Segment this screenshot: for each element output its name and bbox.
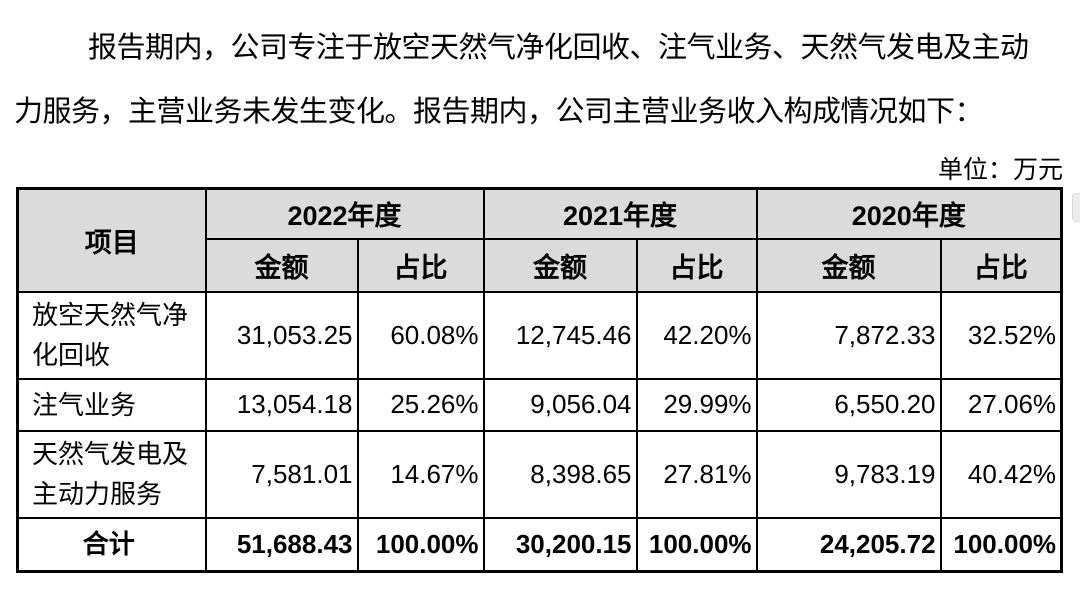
amount-2022: 7,581.01 (204, 429, 359, 519)
total-amount-2021: 30,200.15 (482, 516, 638, 573)
table-row: 注气业务 13,054.18 25.26% 9,056.04 29.99% 6,… (16, 377, 1063, 432)
amount-2021: 9,056.04 (482, 377, 638, 432)
amount-2020: 6,550.20 (755, 377, 942, 432)
amount-2022: 13,054.18 (204, 377, 359, 432)
ratio-2022: 25.26% (356, 377, 485, 432)
col-header-amount-2021: 金额 (482, 237, 638, 293)
col-header-ratio-2021: 占比 (635, 237, 758, 293)
revenue-composition-table: 项目 2022年度 2021年度 2020年度 金额 占比 金额 占比 金额 占… (16, 187, 1064, 573)
col-header-ratio-2022: 占比 (356, 237, 485, 293)
intro-paragraph-line2: 力服务，主营业务未发生变化。报告期内，公司主营业务收入构成情况如下： (14, 96, 984, 128)
ratio-2021: 42.20% (635, 290, 758, 380)
col-header-ratio-2020: 占比 (939, 237, 1063, 293)
amount-2020: 9,783.19 (755, 429, 942, 519)
total-ratio-2020: 100.00% (939, 516, 1063, 573)
amount-2021: 12,745.46 (482, 290, 638, 380)
col-header-item: 项目 (16, 187, 207, 293)
col-header-year-2022: 2022年度 (204, 187, 485, 240)
ratio-2020: 27.06% (939, 377, 1063, 432)
col-header-amount-2020: 金额 (755, 237, 942, 293)
table-row: 天然气发电及主动力服务 7,581.01 14.67% 8,398.65 27.… (16, 429, 1063, 519)
table-row: 放空天然气净化回收 31,053.25 60.08% 12,745.46 42.… (16, 290, 1063, 380)
unit-label: 单位：万元 (937, 157, 1063, 184)
col-header-amount-2022: 金额 (204, 237, 359, 293)
amount-2022: 31,053.25 (204, 290, 359, 380)
ratio-2022: 14.67% (356, 429, 485, 519)
ratio-2020: 32.52% (939, 290, 1063, 380)
table-header-year-row: 项目 2022年度 2021年度 2020年度 (16, 187, 1063, 293)
intro-paragraph-line1: 报告期内，公司专注于放空天然气净化回收、注气业务、天然气发电及主动 (88, 32, 1029, 64)
total-amount-2022: 51,688.43 (204, 516, 359, 573)
amount-2020: 7,872.33 (755, 290, 942, 380)
row-label: 注气业务 (16, 377, 207, 432)
row-label: 放空天然气净化回收 (16, 290, 207, 380)
col-header-year-2021: 2021年度 (482, 187, 758, 240)
total-amount-2020: 24,205.72 (755, 516, 942, 573)
col-header-year-2020: 2020年度 (755, 187, 1063, 240)
total-ratio-2021: 100.00% (635, 516, 758, 573)
total-ratio-2022: 100.00% (356, 516, 485, 573)
edge-artifact (1072, 193, 1080, 222)
ratio-2022: 60.08% (356, 290, 485, 380)
total-label: 合计 (16, 516, 207, 573)
ratio-2020: 40.42% (939, 429, 1063, 519)
ratio-2021: 29.99% (635, 377, 758, 432)
amount-2021: 8,398.65 (482, 429, 638, 519)
table-header-sub-row: 金额 占比 金额 占比 金额 占比 (18, 237, 1063, 293)
table-total-row: 合计 51,688.43 100.00% 30,200.15 100.00% 2… (16, 516, 1063, 573)
row-label: 天然气发电及主动力服务 (16, 429, 207, 519)
ratio-2021: 27.81% (635, 429, 758, 519)
